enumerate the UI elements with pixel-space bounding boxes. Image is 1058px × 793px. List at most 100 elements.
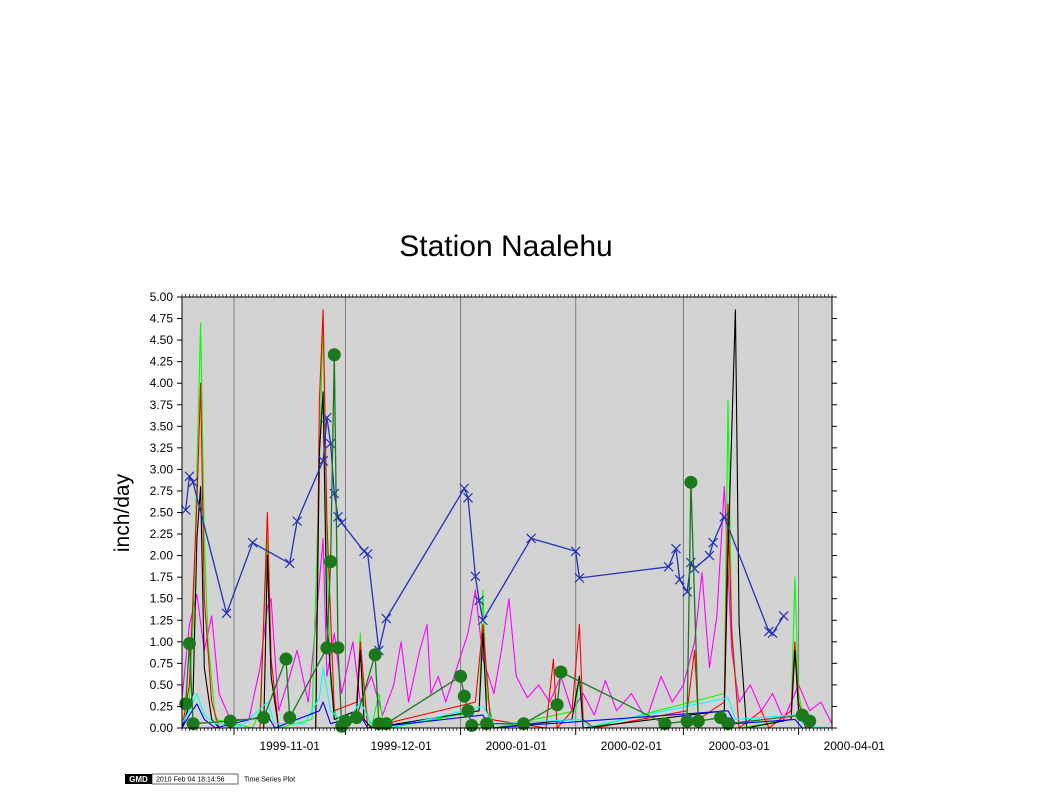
data-point [671,543,681,554]
footer-caption: Time Series Plot [244,777,295,784]
data-point [803,714,817,728]
data-point [362,548,373,559]
data-point [691,714,705,728]
y-tick-label: 3.75 [150,398,174,412]
y-tick-label: 3.00 [150,462,174,476]
data-point [279,652,293,666]
x-tick-label: 1999-12-01 [370,739,432,753]
data-point [465,718,479,732]
data-point [663,561,674,572]
data-point [570,546,581,557]
series-0 [181,486,833,724]
data-point [368,648,382,662]
y-tick-label: 1.00 [150,635,174,649]
footer-stamp: GMD 2010 Feb 04 18:14:56 Time Series Plo… [125,773,295,785]
y-tick-label: 4.00 [150,376,174,390]
data-point [284,558,295,569]
data-point [704,550,715,561]
data-point [680,714,694,728]
data-point [333,511,343,522]
plot-frame [181,296,833,729]
data-point [327,348,341,362]
x-tick-label: 2000-02-01 [601,739,663,753]
data-point [247,537,258,548]
data-point [331,641,345,655]
data-point [292,516,303,527]
data-point [767,628,778,639]
data-point [318,455,329,466]
y-tick-label: 3.25 [150,441,174,455]
data-point [474,595,485,606]
data-point [221,608,232,619]
data-point [470,571,481,582]
y-tick-label: 4.75 [150,312,174,326]
grid [233,297,800,728]
series-line [181,486,833,724]
data-point [324,555,338,569]
y-tick-label: 1.75 [150,570,174,584]
data-point [325,438,336,449]
data-point [674,574,685,585]
data-point [457,689,471,703]
data-point [463,492,473,503]
data-point [350,711,364,725]
data-point [321,412,332,423]
data-point [682,586,693,597]
data-point [480,717,494,731]
y-tick-label: 0.50 [150,678,174,692]
data-point [184,471,195,482]
gmd-logo-box [125,774,152,784]
data-point [188,477,199,488]
data-point [336,517,347,528]
data-point [186,717,200,731]
data-point [554,665,568,679]
data-point [182,637,196,651]
series-line [181,313,832,729]
y-tick-label: 4.25 [150,355,174,369]
x-tick-label: 2000-01-01 [486,739,548,753]
axes: 0.00 0.25 0.50 0.75 1.00 1.25 1.50 1.75 2.00 2.25… [150,290,886,753]
y-tick-label: 4.50 [150,333,174,347]
data-point [477,615,488,626]
data-point [684,475,698,489]
footer-timestamp: 2010 Feb 04 18:14:56 [156,777,225,784]
y-tick-label: 2.50 [150,506,174,520]
data-point [574,573,585,583]
series-1 [181,313,832,729]
series-line [181,701,832,729]
data-point [459,483,470,494]
y-tick-label: 0.25 [150,699,174,713]
data-point [257,711,271,725]
series-6 [180,412,789,656]
data-point [719,511,730,522]
data-point [721,717,735,731]
data-point [179,697,193,711]
y-tick-label: 0.00 [150,721,174,735]
data-point [517,717,531,731]
series-5 [181,701,832,729]
x-tick-label: 2000-03-01 [708,739,770,753]
y-tick-label: 3.50 [150,419,174,433]
data-point [461,704,475,718]
chart-title: Station Naalehu [399,230,613,263]
gmd-logo: GMD [129,775,148,784]
data-point [379,717,393,731]
y-tick-label: 5.00 [150,290,174,304]
data-point [223,714,237,728]
data-point [454,669,468,683]
data-point [320,641,334,655]
x-tick-label: 2000-04-01 [824,739,886,753]
data-point [689,563,700,574]
timestamp-box [151,773,239,785]
data-point [708,537,719,548]
y-tick-label: 1.50 [150,592,174,606]
data-point [526,533,537,544]
y-axis-label: inch/day [111,473,134,552]
data-point [658,717,672,731]
series-7 [179,348,817,733]
x-tick-label: 1999-11-01 [259,739,320,753]
y-tick-label: 2.25 [150,527,174,541]
data-point [180,504,191,515]
data-point [778,611,789,621]
y-tick-label: 2.75 [150,484,174,498]
